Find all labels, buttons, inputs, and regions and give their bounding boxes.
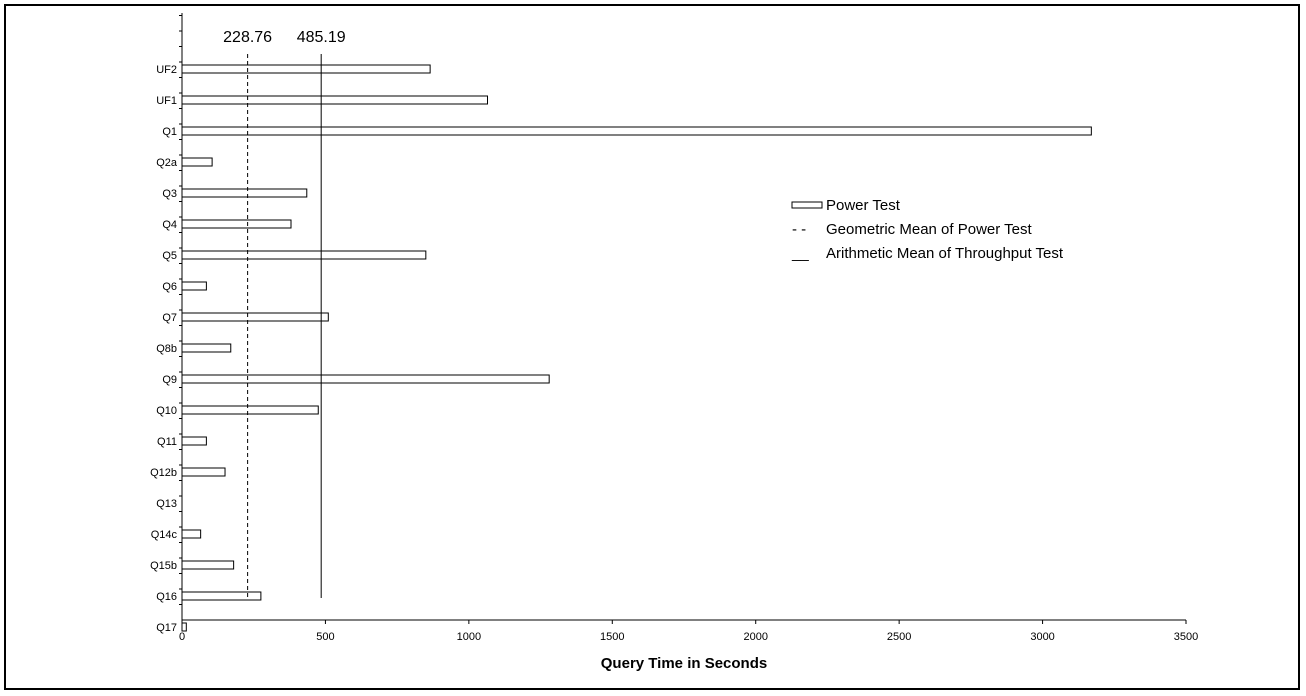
bar-q5	[181, 250, 427, 260]
bar-q3	[181, 188, 308, 198]
legend-layer: Power Test - - Geometric Mean of Power Tes…	[791, 197, 1064, 262]
y-category-label: UF1	[156, 95, 177, 107]
bar-q15b	[181, 560, 235, 570]
x-tick-label: 3500	[1174, 631, 1198, 643]
legend-symbol: - -	[792, 221, 806, 238]
y-category-label: UF2	[156, 64, 177, 76]
x-tick-label: 2500	[887, 631, 911, 643]
y-category-label: Q15b	[150, 560, 177, 572]
y-category-label: Q6	[162, 281, 177, 293]
bar-uf1	[181, 95, 489, 105]
bar-q7	[181, 312, 329, 322]
y-category-label: Q5	[162, 250, 177, 262]
chart-frame: 0 500 1000 1500 2000 2500 3000 3500 UF2 UF1 Q1 Q2a Q…	[4, 4, 1300, 690]
x-tick-label: 3000	[1030, 631, 1054, 643]
y-category-label: Q16	[156, 591, 177, 603]
axes-layer	[179, 13, 1187, 624]
x-tick-label: 1500	[600, 631, 624, 643]
x-tick-label: 0	[179, 631, 185, 643]
bar-q12b	[181, 467, 226, 477]
geometric-mean-label: 228.76	[223, 29, 272, 46]
x-tick-label: 2000	[743, 631, 767, 643]
y-category-label: Q13	[156, 498, 177, 510]
x-tick-label: 500	[316, 631, 334, 643]
x-tick-label: 1000	[457, 631, 481, 643]
y-category-label: Q1	[162, 126, 177, 138]
y-category-label: Q2a	[156, 157, 178, 169]
legend-label: Geometric Mean of Power Test	[826, 221, 1032, 238]
chart-svg: 0 500 1000 1500 2000 2500 3000 3500 UF2 UF1 Q1 Q2a Q…	[150, 13, 1198, 672]
lines-layer	[247, 54, 322, 598]
y-category-label: Q11	[157, 436, 177, 448]
bar-q2a	[181, 157, 213, 167]
x-axis-title: Query Time in Seconds	[601, 655, 767, 672]
bar-q10	[181, 405, 319, 415]
bar-q17	[181, 622, 187, 632]
bar-q1	[181, 126, 1092, 136]
arithmetic-mean-label: 485.19	[297, 29, 346, 46]
legend-swatch-bar	[791, 201, 823, 209]
bar-q6	[181, 281, 207, 291]
bar-q11	[181, 436, 207, 446]
legend-label: Power Test	[826, 197, 901, 214]
labels-layer: 0 500 1000 1500 2000 2500 3000 3500 UF2 UF1 Q1 Q2a Q…	[150, 29, 1198, 643]
bar-q14c	[181, 529, 202, 539]
y-category-label: Q3	[162, 188, 177, 200]
legend-label: Arithmetic Mean of Throughput Test	[826, 245, 1064, 262]
y-category-label: Q17	[156, 622, 177, 634]
y-category-label: Q8b	[156, 343, 177, 355]
y-category-label: Q4	[162, 219, 177, 231]
y-category-label: Q14c	[151, 529, 178, 541]
bar-q8b	[181, 343, 232, 353]
y-category-label: Q10	[156, 405, 177, 417]
legend-symbol: __	[791, 245, 809, 262]
y-category-label: Q7	[162, 312, 177, 324]
bar-uf2	[181, 64, 431, 74]
bar-q16	[181, 591, 262, 601]
bar-q9	[181, 374, 550, 384]
y-category-label: Q12b	[150, 467, 177, 479]
bar-q4	[181, 219, 292, 229]
bars-layer	[181, 64, 1092, 632]
y-category-label: Q9	[162, 374, 177, 386]
